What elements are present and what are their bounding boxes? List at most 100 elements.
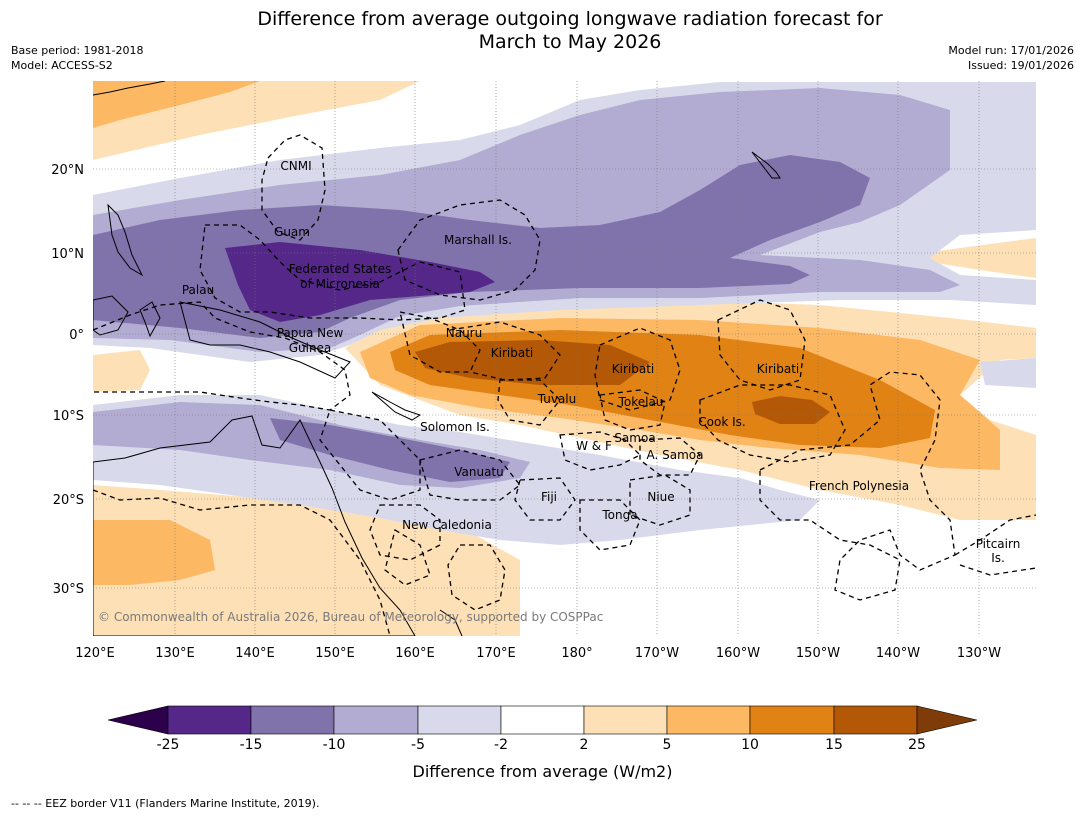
land-hawaii <box>751 151 781 179</box>
lon-label: 170°W <box>635 646 679 661</box>
label-kiribati-east: Kiribati <box>757 362 799 376</box>
field-orange-light-ne <box>930 238 1036 278</box>
model-run: Model run: 17/01/2026 <box>948 44 1074 57</box>
label-palau: Palau <box>182 283 214 297</box>
lat-label: 10°S <box>53 409 84 424</box>
footnote: -- -- -- EEZ border V11 (Flanders Marine… <box>11 797 320 810</box>
colorbar-segment <box>167 705 252 735</box>
model-name: Model: ACCESS-S2 <box>11 59 113 72</box>
label-marshall: Marshall Is. <box>444 233 512 247</box>
land-asia-coast <box>93 81 166 96</box>
label-png-line2: Guinea <box>289 341 332 355</box>
label-french-polynesia: French Polynesia <box>809 479 909 493</box>
label-guam: Guam <box>274 225 310 239</box>
lat-label: 0° <box>69 328 84 343</box>
label-fiji: Fiji <box>541 490 557 504</box>
label-wallis-futuna: W & F <box>576 439 612 453</box>
label-tokelau: Tokelau <box>618 395 664 409</box>
lat-label: 20°N <box>51 163 84 178</box>
label-fsm-line1: Federated States <box>289 262 391 276</box>
title-line-2: March to May 2026 <box>478 31 662 53</box>
lon-label: 130°E <box>155 646 195 661</box>
colorbar-segment <box>583 705 668 735</box>
land-australia <box>93 415 416 636</box>
colorbar-segment <box>417 705 502 735</box>
label-american-samoa: A. Samoa <box>647 448 704 462</box>
label-cook: Cook Is. <box>698 415 745 429</box>
lon-axis: 120°E 130°E 140°E 150°E 160°E 170°E 180°… <box>75 646 1001 661</box>
colorbar-tick: 15 <box>825 737 843 753</box>
lon-label: 180° <box>561 646 592 661</box>
base-period: Base period: 1981-2018 <box>11 44 144 57</box>
land-borneo-sulawesi <box>93 295 161 338</box>
colorbar-segment <box>666 705 751 735</box>
field-purple-lightest-se <box>980 358 1036 388</box>
colorbar-segment <box>500 705 585 735</box>
colorbar-tick: 5 <box>662 737 672 753</box>
label-kiribati-central: Kiribati <box>612 362 654 376</box>
colorbar-segment <box>916 705 978 735</box>
field-purple-dark-n <box>225 242 495 322</box>
eez-borders <box>93 134 1036 636</box>
label-new-caledonia: New Caledonia <box>402 518 492 532</box>
label-png-line1: Papua New <box>277 326 344 340</box>
chart-title: Difference from average outgoing longwav… <box>170 8 970 54</box>
label-fsm-line2: of Micronesia <box>300 277 380 291</box>
label-samoa: Samoa <box>614 431 655 445</box>
label-pitcairn-line1: Pitcairn <box>976 537 1021 551</box>
colorbar <box>107 705 978 735</box>
land-new-zealand <box>439 609 463 636</box>
colorbar-tick: 25 <box>908 737 926 753</box>
colorbar-tick: -2 <box>494 737 508 753</box>
lon-label: 150°E <box>315 646 355 661</box>
issued-date: Issued: 19/01/2026 <box>967 59 1074 72</box>
label-cnmi: CNMI <box>280 159 311 173</box>
meta-right: Model run: 17/01/2026 Issued: 19/01/2026 <box>948 43 1074 73</box>
colorbar-segment <box>250 705 335 735</box>
meta-left: Base period: 1981-2018 Model: ACCESS-S2 <box>11 43 143 73</box>
colorbar-segment <box>749 705 835 735</box>
label-kiribati-west: Kiribati <box>491 346 533 360</box>
field-orange-darkest-w <box>415 340 650 385</box>
lon-label: 120°E <box>75 646 115 661</box>
colorbar-segment <box>107 705 169 735</box>
land-philippines <box>107 203 144 277</box>
lon-label: 160°W <box>716 646 760 661</box>
lon-label: 170°E <box>476 646 516 661</box>
map-area: CNMI Guam Marshall Is. Federated States … <box>93 81 1036 636</box>
lon-label: 160°E <box>395 646 435 661</box>
field-orange-light-wpac <box>93 350 150 392</box>
colorbar-label: Difference from average (W/m2) <box>412 762 673 781</box>
lon-label: 150°W <box>796 646 840 661</box>
label-nauru: Nauru <box>446 326 482 340</box>
colorbar-tick: -10 <box>322 737 346 753</box>
graticule <box>93 81 1036 636</box>
label-pitcairn-line2: Is. <box>991 551 1005 565</box>
field-orange-mid-sw <box>93 520 215 585</box>
colorbar-tick: 2 <box>579 737 589 753</box>
lon-label: 130°W <box>957 646 1001 661</box>
label-niue: Niue <box>647 490 674 504</box>
label-tonga: Tonga <box>601 508 637 522</box>
label-tuvalu: Tuvalu <box>537 392 577 406</box>
lat-label: 20°S <box>53 493 84 508</box>
label-solomon: Solomon Is. <box>420 420 490 434</box>
colorbar-tick: 10 <box>741 737 759 753</box>
colorbar-segment <box>833 705 918 735</box>
lat-axis: 20°N 10°N 0° 10°S 20°S 30°S <box>51 163 84 597</box>
place-labels: CNMI Guam Marshall Is. Federated States … <box>182 159 1020 565</box>
lon-label: 140°W <box>876 646 920 661</box>
colorbar-tick: -25 <box>156 737 180 753</box>
label-vanuatu: Vanuatu <box>454 465 504 479</box>
field-purple-mid-s <box>270 418 510 482</box>
lon-label: 140°E <box>235 646 275 661</box>
copyright-notice: © Commonwealth of Australia 2026, Bureau… <box>98 610 603 624</box>
field-orange-mid-nw <box>93 81 260 128</box>
colorbar-tick: -15 <box>239 737 263 753</box>
colorbar-segment <box>333 705 419 735</box>
title-line-1: Difference from average outgoing longwav… <box>257 8 883 30</box>
lat-label: 10°N <box>51 247 84 262</box>
field-orange-darkest-e <box>752 396 830 424</box>
lat-label: 30°S <box>53 582 84 597</box>
